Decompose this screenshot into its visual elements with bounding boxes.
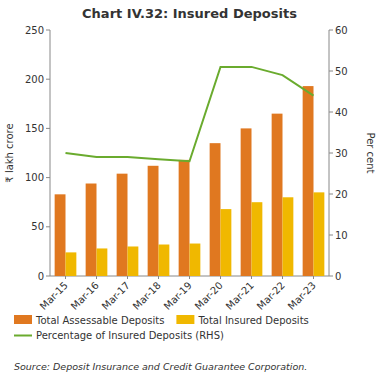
y2-tick bbox=[329, 71, 333, 72]
bar bbox=[148, 166, 159, 276]
x-tick-label: Mar-23 bbox=[286, 280, 318, 312]
y2-tick-label: 30 bbox=[335, 148, 348, 159]
x-tick-label: Mar-22 bbox=[255, 280, 287, 312]
y-tick bbox=[46, 226, 50, 227]
bar bbox=[86, 184, 97, 276]
plot-area bbox=[55, 67, 325, 276]
legend-swatch bbox=[14, 335, 32, 337]
y-tick-label: 50 bbox=[31, 221, 44, 232]
legend: Total Assessable Deposits Total Insured D… bbox=[14, 315, 309, 341]
x-tick-label: Mar-16 bbox=[69, 280, 101, 312]
y-axis-label: ₹ lakh crore bbox=[4, 123, 15, 182]
x-tick-label: Mar-18 bbox=[131, 280, 163, 312]
bar bbox=[314, 192, 325, 276]
x-tick bbox=[189, 276, 190, 279]
x-tick-label: Mar-19 bbox=[162, 280, 194, 312]
y-tick bbox=[46, 177, 50, 178]
chart-container: Chart IV.32: Insured Deposits05010015020… bbox=[0, 0, 379, 379]
x-tick-label: Mar-17 bbox=[100, 280, 132, 312]
y-tick bbox=[46, 30, 50, 31]
y2-tick bbox=[329, 276, 333, 277]
line bbox=[66, 67, 314, 161]
y2-tick bbox=[329, 112, 333, 113]
bar bbox=[283, 197, 294, 276]
x-tick bbox=[313, 276, 314, 279]
x-tick-label: Mar-15 bbox=[38, 280, 70, 312]
y-tick-label: 250 bbox=[25, 25, 44, 36]
y2-tick-label: 0 bbox=[335, 271, 341, 282]
y-tick bbox=[46, 79, 50, 80]
bar bbox=[272, 114, 283, 276]
y2-tick-label: 50 bbox=[335, 66, 348, 77]
legend-swatch bbox=[14, 315, 32, 324]
x-tick bbox=[220, 276, 221, 279]
bar bbox=[190, 244, 201, 276]
x-tick bbox=[127, 276, 128, 279]
bar bbox=[241, 128, 252, 276]
legend-label: Percentage of Insured Deposits (RHS) bbox=[36, 330, 224, 341]
bar bbox=[221, 209, 232, 276]
y2-tick bbox=[329, 194, 333, 195]
x-tick bbox=[158, 276, 159, 279]
x-tick-label: Mar-21 bbox=[224, 280, 256, 312]
y2-tick bbox=[329, 153, 333, 154]
x-tick bbox=[96, 276, 97, 279]
y-axis-line bbox=[50, 30, 51, 276]
x-tick bbox=[282, 276, 283, 279]
bar bbox=[66, 252, 77, 276]
bar bbox=[210, 143, 221, 276]
bar bbox=[179, 160, 190, 276]
x-tick bbox=[65, 276, 66, 279]
y-tick bbox=[46, 128, 50, 129]
bar bbox=[303, 86, 314, 276]
bar bbox=[159, 245, 170, 276]
legend-label: Total Assessable Deposits bbox=[35, 315, 164, 326]
chart-svg: Chart IV.32: Insured Deposits05010015020… bbox=[0, 0, 379, 379]
y-axis: 0 50 100 150 200 250 ₹ lakh crore bbox=[4, 25, 50, 282]
y2-axis: 0 10 20 30 40 50 60 Per cent bbox=[329, 25, 376, 282]
y-tick-label: 200 bbox=[25, 74, 44, 85]
y2-tick-label: 10 bbox=[335, 230, 348, 241]
source-note: Source: Deposit Insurance and Credit Gua… bbox=[14, 361, 307, 372]
y-tick-label: 0 bbox=[38, 271, 44, 282]
bar bbox=[252, 202, 263, 276]
y-tick-label: 150 bbox=[25, 123, 44, 134]
bar bbox=[117, 174, 128, 276]
y2-tick bbox=[329, 235, 333, 236]
y2-tick bbox=[329, 30, 333, 31]
title: Chart IV.32: Insured Deposits bbox=[82, 6, 297, 21]
y2-tick-label: 20 bbox=[335, 189, 348, 200]
y2-tick-label: 60 bbox=[335, 25, 348, 36]
x-tick-label: Mar-20 bbox=[193, 280, 225, 312]
y-tick-label: 100 bbox=[25, 172, 44, 183]
bar bbox=[97, 248, 108, 276]
y2-axis-label: Per cent bbox=[365, 132, 376, 173]
bar bbox=[55, 194, 66, 276]
y2-tick-label: 40 bbox=[335, 107, 348, 118]
bar bbox=[128, 246, 139, 276]
x-tick bbox=[251, 276, 252, 279]
y-tick bbox=[46, 276, 50, 277]
x-axis: Mar-15Mar-16Mar-17Mar-18Mar-19Mar-20Mar-… bbox=[38, 276, 329, 312]
legend-label: Total Insured Deposits bbox=[197, 315, 308, 326]
legend-swatch bbox=[176, 315, 194, 324]
